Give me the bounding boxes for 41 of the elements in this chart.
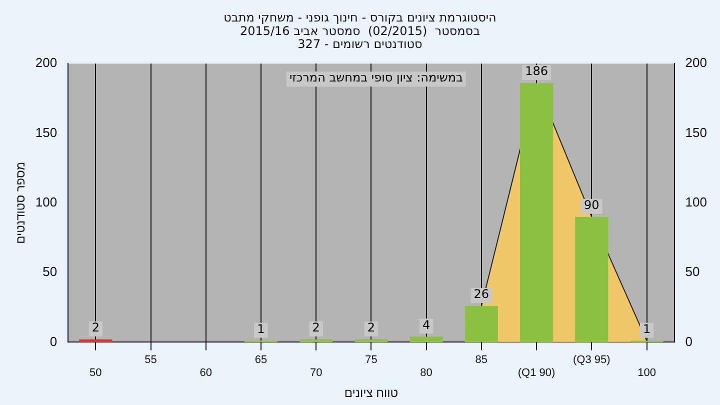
bar	[575, 216, 608, 342]
data-label: 90	[584, 198, 600, 212]
y2-tick-label: 50	[685, 264, 700, 280]
x-tick-label: (Q1 90)	[518, 367, 556, 380]
y-tick-label: 200	[35, 55, 58, 70]
y-tick-label: 50	[42, 264, 58, 280]
data-label: 186	[525, 64, 548, 78]
data-label: 2	[92, 320, 100, 335]
data-label: 4	[422, 318, 430, 332]
data-label: 1	[642, 322, 651, 336]
data-label: 2	[312, 320, 320, 335]
y2-tick-label: 200	[685, 55, 708, 70]
bar	[410, 336, 443, 342]
bar	[464, 306, 498, 342]
bar	[354, 339, 388, 342]
x-tick-label: 100	[638, 367, 656, 380]
data-label: 2	[367, 320, 376, 335]
annotation: במשימה: ציון סופי במחשב המרכזי	[289, 70, 463, 85]
x-tick-label: 65	[254, 354, 268, 366]
x-tick-label: 85	[475, 354, 488, 366]
x-tick-label: 50	[90, 367, 102, 380]
x-tick-label: 80	[420, 367, 432, 380]
bar	[79, 339, 112, 342]
y-tick-label: 150	[35, 124, 58, 140]
x-tick-label: 60	[200, 367, 212, 380]
data-label: 26	[474, 287, 490, 302]
y-axis-title: מספר סטודנטים	[14, 162, 28, 244]
x-tick-label: 75	[365, 354, 378, 366]
bar	[300, 339, 333, 342]
data-label: 1	[257, 322, 265, 336]
bar	[520, 83, 554, 342]
y2-tick-label: 100	[685, 194, 708, 210]
y2-tick-label: 0	[685, 334, 693, 349]
x-tick-label: 70	[310, 367, 322, 380]
y-tick-label: 0	[50, 334, 58, 349]
chart-title: היסטוגרמת ציונים בקורס - חינוך גופני - משחקי מתבט בסמסטר (02/2015) סמסטר אביב 2015/16 סטודנטים רשומים - 327	[224, 10, 496, 52]
x-tick-label: 55	[144, 354, 157, 366]
x-axis-title: טווח ציונים	[344, 386, 398, 400]
y-tick-label: 100	[35, 194, 58, 210]
y2-tick-label: 150	[685, 124, 708, 140]
x-tick-label: (Q3 95)	[572, 354, 610, 366]
